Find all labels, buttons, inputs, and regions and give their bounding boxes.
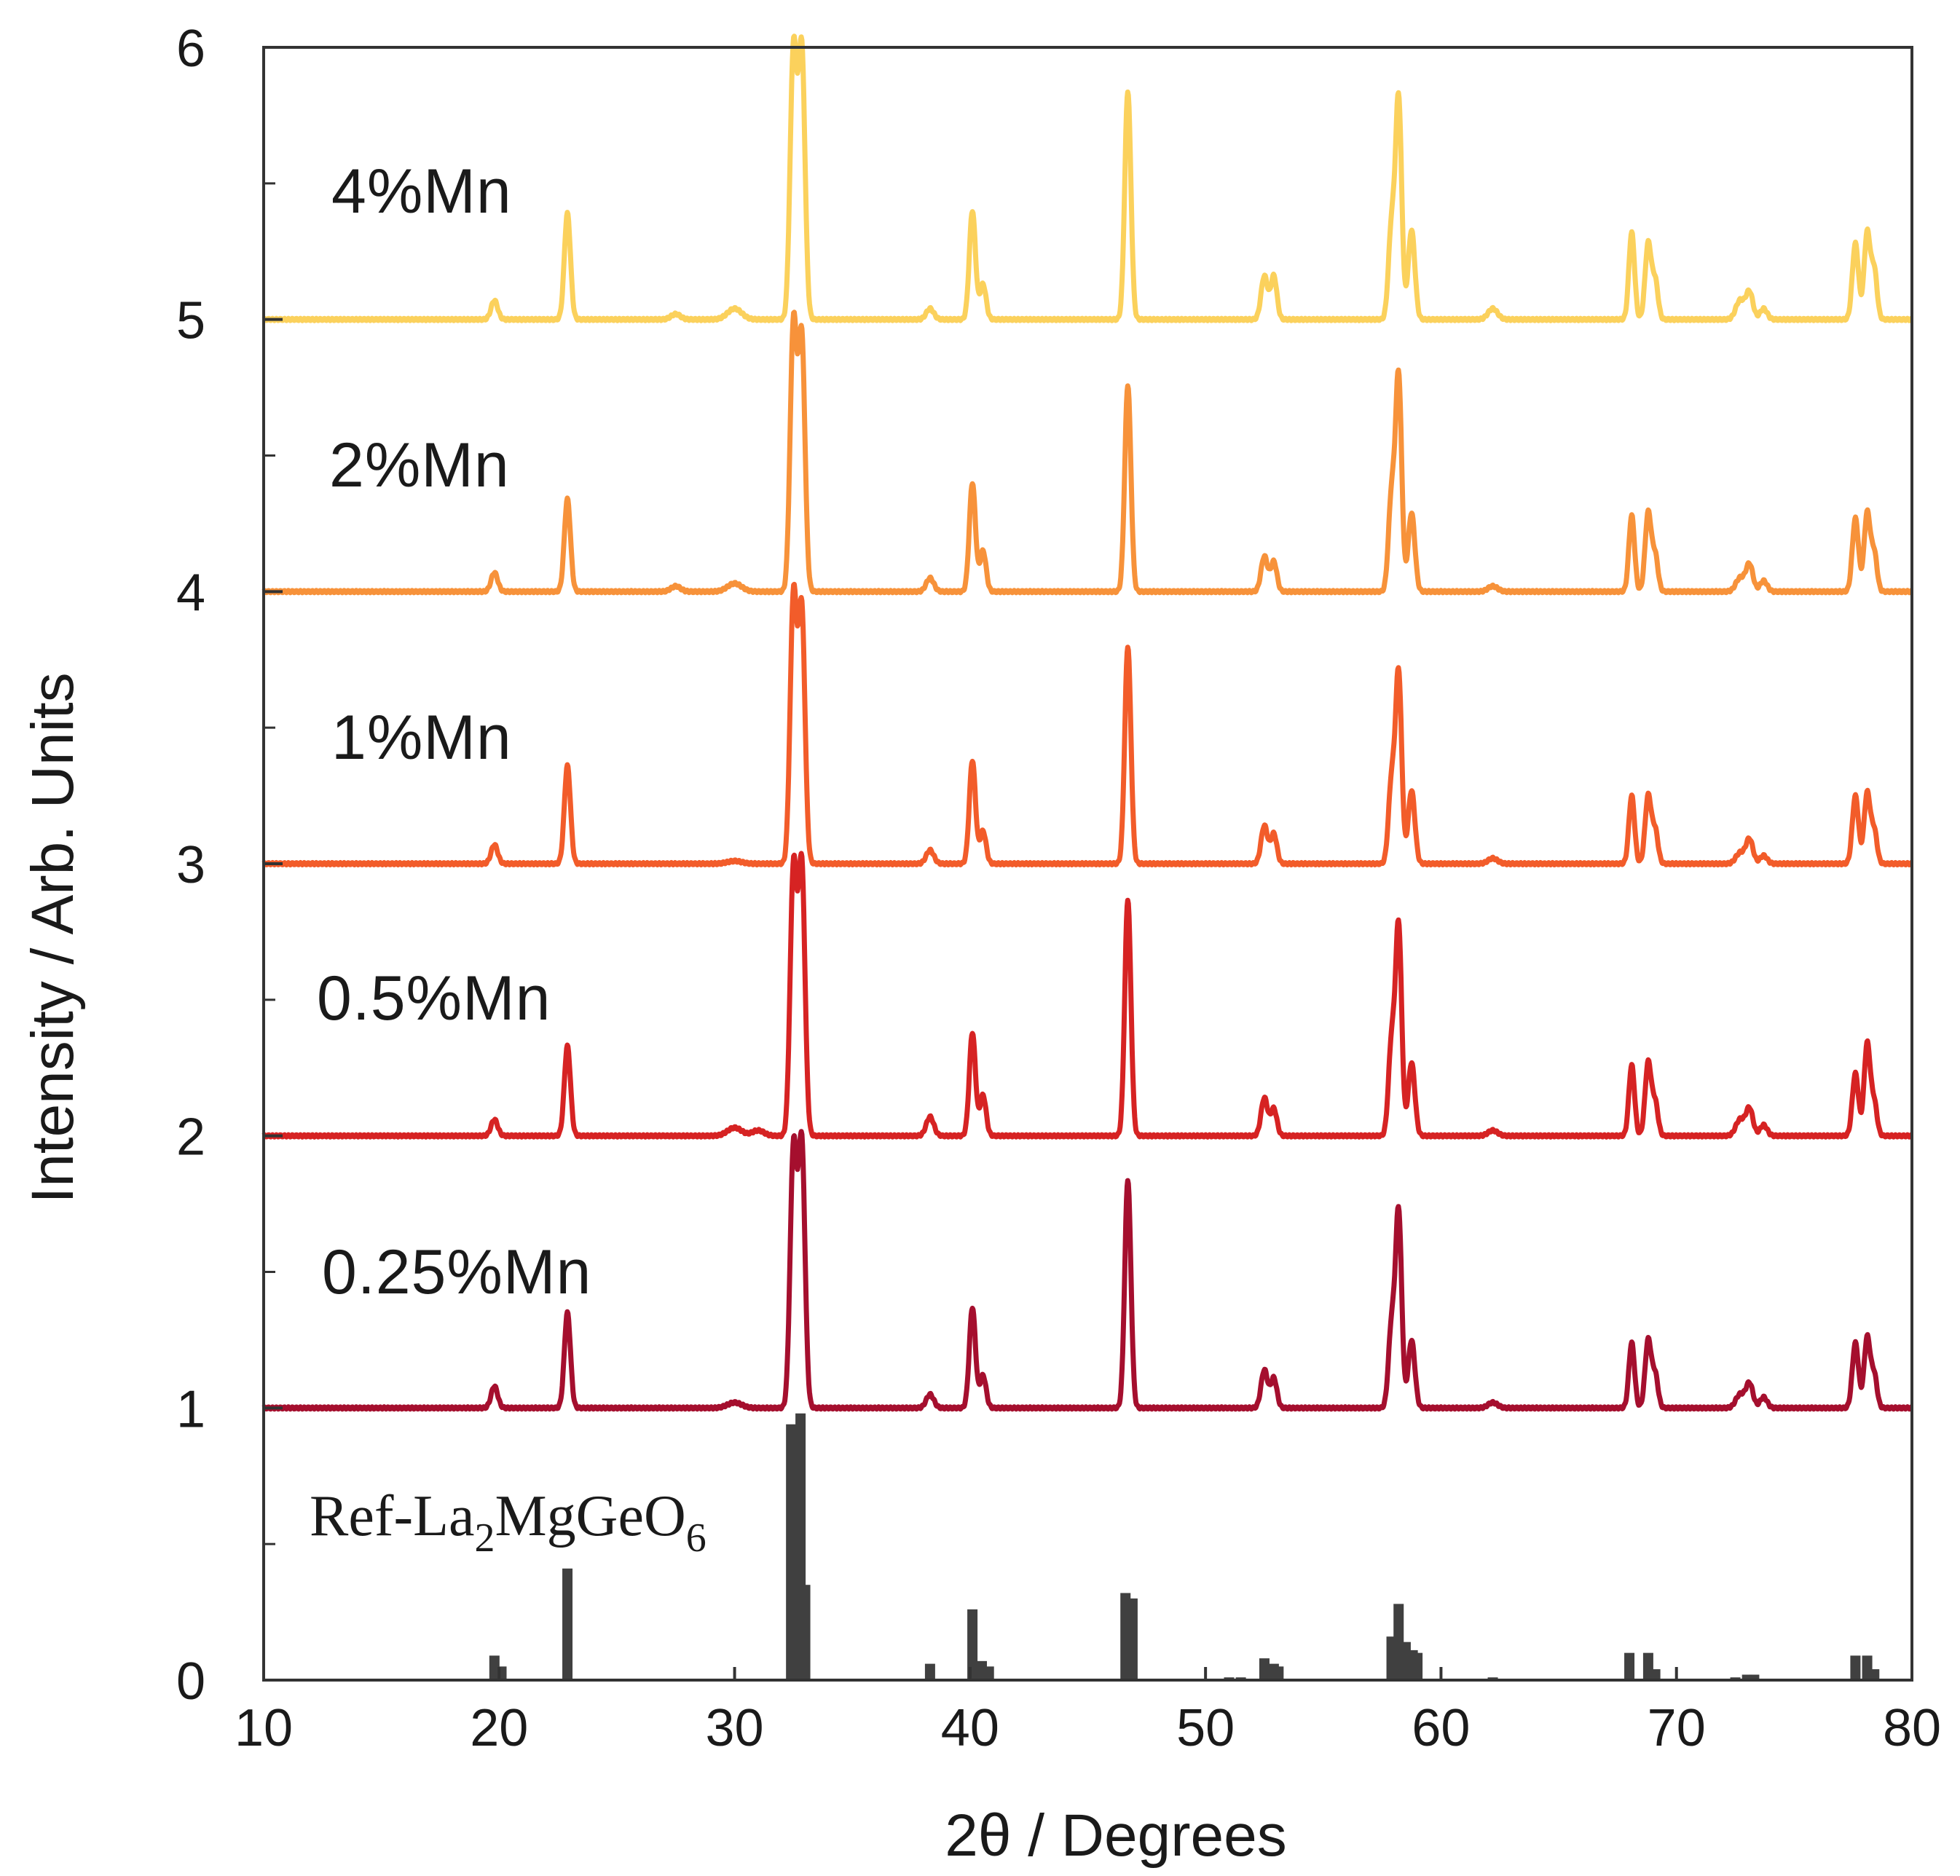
reference-peak [1650, 1669, 1661, 1680]
x-tick-label: 50 [1176, 1699, 1235, 1757]
series-labels: 4%Mn 2%Mn 1%Mn 0.5%Mn 0.25%Mn Ref-La2MgG… [310, 157, 707, 1561]
series-4-mn [261, 34, 1914, 323]
series-label-2pct: 2%Mn [329, 430, 510, 500]
reference-peak [983, 1666, 994, 1680]
y-axis-title: Intensity / Arb. Units [20, 672, 86, 1203]
reference-peak [924, 1663, 935, 1680]
series-label-1pct: 1%Mn [331, 703, 512, 773]
ref-label-mid: MgGeO [495, 1484, 686, 1548]
series-line [261, 34, 1914, 323]
y-tick-label: 4 [176, 564, 205, 622]
reference-peak [562, 1568, 573, 1680]
reference-peak [1273, 1666, 1284, 1680]
plot-frame [262, 46, 1913, 1682]
series-line [261, 310, 1914, 596]
series-label-0.5pct: 0.5%Mn [317, 963, 551, 1033]
x-tick-label: 40 [941, 1699, 999, 1757]
x-tick-label: 20 [470, 1699, 528, 1757]
x-axis-title: 2θ / Degrees [945, 1802, 1287, 1869]
ref-label-main: Ref-La [310, 1484, 475, 1548]
series-label-4pct: 4%Mn [331, 157, 512, 226]
series-0-25-mn [261, 1129, 1914, 1412]
series-label-ref: Ref-La2MgGeO6 [310, 1484, 707, 1561]
ref-label-sub1: 2 [475, 1516, 495, 1561]
x-tick-label: 30 [706, 1699, 764, 1757]
x-tick-label: 10 [235, 1699, 293, 1757]
ticks-layer: 10 20 30 40 50 60 70 80 0 1 2 3 4 5 6 [176, 20, 1941, 1757]
ref-label-sub2: 6 [686, 1516, 707, 1561]
reference-peak [967, 1609, 978, 1680]
series-line [261, 851, 1914, 1140]
reference-peak [1624, 1652, 1635, 1680]
y-tick-label: 6 [176, 20, 205, 78]
series-line [261, 1129, 1914, 1412]
reference-peak [1741, 1674, 1752, 1680]
series-0-5-mn [261, 851, 1914, 1140]
y-tick-label: 3 [176, 836, 205, 894]
reference-peak [1749, 1674, 1760, 1680]
x-tick-label: 60 [1412, 1699, 1470, 1757]
y-tick-label: 0 [176, 1652, 205, 1711]
reference-peak [786, 1424, 797, 1680]
y-tick-label: 2 [176, 1108, 205, 1167]
x-tick-label: 70 [1648, 1699, 1706, 1757]
series-label-0.25pct: 0.25%Mn [322, 1237, 591, 1307]
reference-peak [1127, 1598, 1138, 1680]
series-layer [261, 34, 1914, 1682]
reference-peak [1850, 1655, 1861, 1680]
y-tick-label: 1 [176, 1380, 205, 1438]
series-line [261, 581, 1914, 867]
y-tick-label: 5 [176, 292, 205, 350]
reference-peak [1259, 1658, 1270, 1680]
reference-peak [1412, 1652, 1423, 1680]
x-tick-label: 80 [1883, 1699, 1941, 1757]
reference-peak [1869, 1669, 1880, 1680]
reference-peak [800, 1585, 811, 1680]
series-2-mn [261, 310, 1914, 596]
series-1-mn [261, 581, 1914, 867]
